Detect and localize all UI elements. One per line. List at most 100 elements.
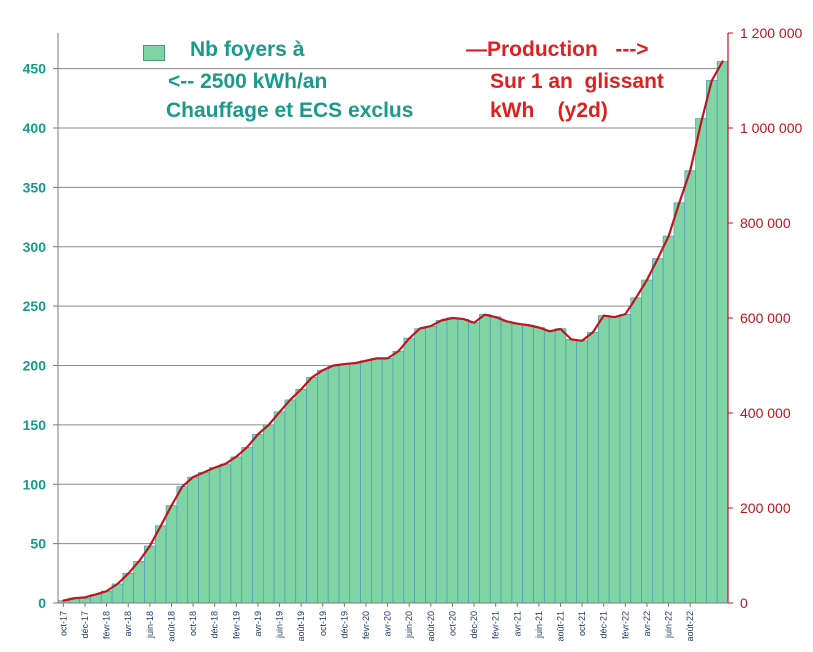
bar-series [57, 61, 729, 604]
bar-33 [414, 328, 426, 604]
x-tick-label-29: août-22 [685, 611, 695, 642]
x-tick-label-13: déc-19 [339, 611, 349, 639]
right-tick-label-4: 800 000 [740, 215, 791, 231]
bar-55 [651, 258, 664, 604]
x-tick-label-26: févr-22 [620, 611, 630, 639]
bar-14 [208, 467, 221, 604]
bar-51 [608, 316, 621, 604]
left-tick-label-4: 200 [23, 358, 47, 374]
x-tick-label-16: juin-20 [404, 611, 414, 639]
left-tick-label-0: 0 [38, 595, 46, 611]
bar-15 [219, 463, 232, 604]
bar-45 [543, 330, 556, 604]
x-tick-label-18: oct-20 [447, 611, 457, 636]
x-tick-label-6: oct-18 [188, 611, 198, 636]
x-tick-label-8: févr-19 [231, 611, 241, 639]
bar-58 [684, 170, 696, 604]
bar-39 [479, 314, 491, 604]
x-tick-label-20: févr-21 [491, 611, 501, 639]
bar-60 [706, 80, 718, 604]
bar-36 [446, 317, 459, 604]
bar-43 [522, 324, 534, 604]
bar-21 [284, 399, 297, 604]
x-tick-label-24: oct-21 [577, 611, 587, 636]
x-tick-label-4: juin-18 [145, 611, 155, 639]
bar-23 [306, 377, 318, 604]
x-tick-label-5: août-18 [166, 611, 176, 642]
bar-53 [630, 297, 642, 604]
gridlines [58, 68, 728, 545]
bar-48 [576, 340, 588, 604]
bar-32 [403, 337, 415, 604]
bar-49 [587, 331, 599, 604]
right-tick-label-3: 600 000 [740, 310, 791, 326]
bar-47 [565, 339, 578, 604]
left-tick-label-5: 250 [23, 298, 47, 314]
bar-44 [533, 327, 545, 604]
bar-13 [198, 472, 210, 604]
bar-19 [262, 424, 275, 604]
bar-11 [176, 486, 189, 604]
bar-56 [662, 235, 675, 604]
x-tick-label-22: juin-21 [534, 611, 544, 639]
x-tick-label-12: oct-19 [318, 611, 328, 636]
bar-17 [241, 447, 253, 604]
bar-34 [425, 325, 437, 604]
right-tick-label-6: 1 200 000 [740, 25, 802, 41]
bar-35 [435, 320, 448, 604]
x-tick-label-7: déc-18 [210, 611, 220, 639]
x-tick-label-2: févr-18 [102, 611, 112, 639]
bar-61 [716, 61, 729, 604]
x-tick-label-23: août-21 [556, 611, 566, 642]
bar-7 [133, 561, 145, 604]
right-axis-ticks: 0 200 000 400 000 600 000 800 000 1 000 000 1 … [728, 25, 802, 611]
bar-2 [79, 597, 91, 604]
production-line [62, 60, 724, 602]
right-tick-label-5: 1 000 000 [740, 120, 802, 136]
x-tick-label-11: août-19 [296, 611, 306, 642]
bar-20 [273, 411, 286, 604]
bar-31 [392, 350, 405, 604]
x-axis-ticks: oct-17 déc-17 févr-18 avr-18 juin-18 août-18 o… [58, 603, 695, 642]
bar-27 [349, 362, 361, 604]
bar-30 [381, 358, 394, 604]
legend-line-line3: kWh (y2d) [490, 99, 608, 122]
bar-22 [295, 388, 307, 604]
left-tick-label-7: 350 [23, 179, 47, 195]
bar-12 [187, 476, 199, 604]
x-tick-label-14: févr-20 [361, 611, 371, 639]
legend-line-line1: —Production ---> [466, 38, 649, 61]
bar-37 [457, 318, 469, 604]
bar-42 [511, 323, 524, 604]
x-tick-label-27: avr-22 [642, 611, 652, 637]
left-tick-label-9: 450 [23, 61, 47, 77]
legend-bars-line2: <-- 2500 kWh/an [168, 70, 328, 93]
x-tick-label-0: oct-17 [58, 611, 68, 636]
x-tick-label-28: juin-22 [664, 611, 674, 639]
left-axis-ticks: 0 50 100 150 200 250 300 350 400 450 [23, 61, 58, 611]
bar-40 [489, 316, 502, 604]
legend-bars-line3: Chauffage et ECS exclus [166, 99, 414, 122]
left-tick-label-8: 400 [23, 120, 47, 136]
bar-41 [500, 321, 513, 604]
right-tick-label-1: 200 000 [740, 500, 791, 516]
x-tick-label-9: avr-19 [253, 611, 263, 637]
legend-line-line2: Sur 1 an glissant [490, 70, 664, 93]
right-tick-label-0: 0 [740, 595, 748, 611]
right-tick-label-2: 400 000 [740, 405, 791, 421]
x-tick-label-19: déc-20 [469, 611, 479, 639]
bar-54 [641, 279, 653, 604]
bar-38 [468, 322, 480, 604]
bar-24 [317, 369, 329, 604]
bar-18 [252, 434, 264, 604]
bar-57 [673, 202, 686, 604]
legend-bars-line1: Nb foyers à [190, 38, 305, 61]
left-tick-label-3: 150 [23, 417, 47, 433]
production-line-series [62, 60, 724, 602]
x-tick-label-1: déc-17 [80, 611, 90, 639]
x-tick-label-25: déc-21 [599, 611, 609, 639]
bar-26 [338, 363, 351, 604]
bar-16 [230, 456, 243, 604]
bar-59 [695, 118, 707, 604]
